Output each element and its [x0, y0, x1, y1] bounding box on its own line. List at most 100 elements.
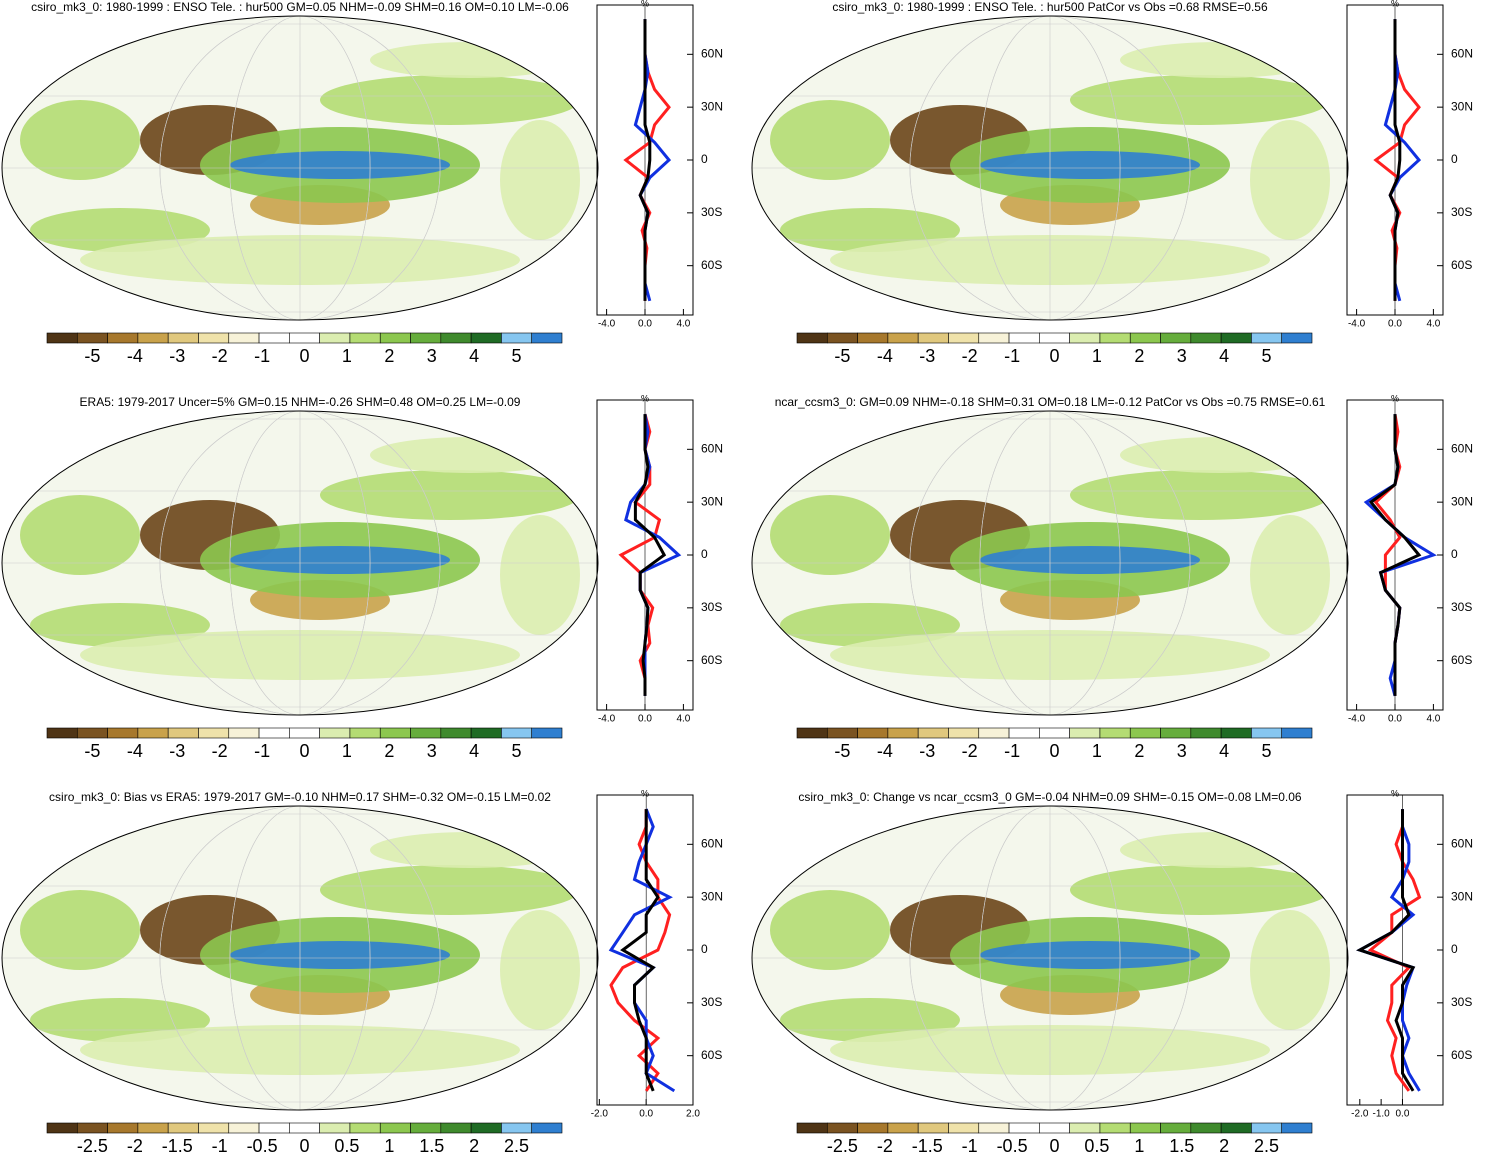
- colorbar-label: -2: [212, 741, 228, 761]
- colorbar-label: -1: [1004, 346, 1020, 366]
- map: [750, 10, 1350, 330]
- colorbar-box: [888, 1123, 918, 1133]
- colorbar-box: [1130, 333, 1160, 343]
- y-tick-label: 30S: [1451, 600, 1472, 614]
- colorbar-box: [411, 728, 441, 738]
- colorbar-box: [108, 1123, 138, 1133]
- colorbar-label: 0.5: [334, 1136, 359, 1156]
- colorbar-label: -5: [84, 346, 100, 366]
- colorbar-box: [441, 728, 471, 738]
- colorbar-label: -2.5: [827, 1136, 858, 1156]
- map-blob: [230, 941, 450, 969]
- map-blob: [1120, 832, 1320, 868]
- y-tick-label: 0: [701, 942, 708, 956]
- colorbar-label: 5: [1262, 346, 1272, 366]
- y-tick-label: 30S: [1451, 205, 1472, 219]
- y-tick-label: 30S: [1451, 995, 1472, 1009]
- colorbar-label: -3: [169, 346, 185, 366]
- colorbar-box: [827, 1123, 857, 1133]
- colorbar-box: [501, 1123, 531, 1133]
- panel-title: csiro_mk3_0: 1980-1999 : ENSO Tele. : hu…: [832, 0, 1268, 14]
- colorbar-box: [1009, 1123, 1039, 1133]
- colorbar-box: [1039, 1123, 1069, 1133]
- profile-line: [1371, 809, 1420, 1091]
- panel: csiro_mk3_0: Bias vs ERA5: 1979-2017 GM=…: [0, 788, 723, 1155]
- colorbar-label: 3: [427, 346, 437, 366]
- colorbar-label: 2.5: [504, 1136, 529, 1156]
- colorbar-box: [1130, 728, 1160, 738]
- colorbar-box: [532, 333, 562, 343]
- colorbar-label: -1: [254, 346, 270, 366]
- colorbar-label: -5: [834, 346, 850, 366]
- colorbar-box: [198, 728, 228, 738]
- colorbar-box: [138, 1123, 168, 1133]
- y-tick-label: 0: [1451, 152, 1458, 166]
- colorbar-box: [797, 1123, 827, 1133]
- colorbar-box: [1221, 728, 1251, 738]
- colorbar-box: [168, 1123, 198, 1133]
- panel-title: ncar_ccsm3_0: GM=0.09 NHM=-0.18 SHM=0.31…: [775, 395, 1326, 409]
- colorbar-box: [138, 333, 168, 343]
- colorbar-label: -4: [127, 346, 143, 366]
- colorbar-label: -1: [254, 741, 270, 761]
- map-blob: [980, 151, 1200, 179]
- map-blob: [370, 42, 570, 78]
- colorbar-label: 5: [512, 346, 522, 366]
- colorbar-box: [1100, 1123, 1130, 1133]
- colorbar-label: 4: [1219, 741, 1229, 761]
- y-tick-label: 30N: [1451, 99, 1473, 113]
- panel-title: csiro_mk3_0: Change vs ncar_ccsm3_0 GM=-…: [798, 790, 1302, 804]
- map-blob: [1070, 75, 1330, 125]
- colorbar-label: 0: [1049, 741, 1059, 761]
- y-tick-label: 30S: [701, 600, 722, 614]
- colorbar-box: [77, 333, 107, 343]
- colorbar-box: [532, 1123, 562, 1133]
- y-tick-label: 0: [1451, 942, 1458, 956]
- colorbar-box: [1070, 333, 1100, 343]
- colorbar-label: 4: [1219, 346, 1229, 366]
- colorbar-box: [1070, 1123, 1100, 1133]
- colorbar-box: [320, 333, 350, 343]
- colorbar-box: [1100, 728, 1130, 738]
- colorbar-label: 0: [1049, 1136, 1059, 1156]
- x-tick-label: -4.0: [598, 714, 616, 725]
- colorbar-box: [350, 1123, 380, 1133]
- colorbar-box: [797, 728, 827, 738]
- colorbar-box: [501, 728, 531, 738]
- colorbar-label: 5: [512, 741, 522, 761]
- colorbar-label: 0: [299, 741, 309, 761]
- map-blob: [1070, 470, 1330, 520]
- colorbar-box: [827, 728, 857, 738]
- map-blob: [370, 437, 570, 473]
- colorbar-box: [1251, 728, 1281, 738]
- map-blob: [1250, 515, 1330, 635]
- colorbar-box: [1161, 1123, 1191, 1133]
- colorbar-box: [948, 1123, 978, 1133]
- map-blob: [1070, 865, 1330, 915]
- colorbar-label: -0.5: [997, 1136, 1028, 1156]
- colorbar-label: -1: [1004, 741, 1020, 761]
- colorbar-box: [1161, 728, 1191, 738]
- colorbar-box: [858, 728, 888, 738]
- x-tick-label: 0.0: [1388, 714, 1402, 725]
- colorbar-box: [198, 333, 228, 343]
- x-tick-label: 4.0: [676, 714, 690, 725]
- x-tick-label: -4.0: [1348, 319, 1366, 330]
- colorbar-label: -0.5: [247, 1136, 278, 1156]
- colorbar-box: [858, 333, 888, 343]
- map-blob: [370, 832, 570, 868]
- colorbar-label: 1.5: [1169, 1136, 1194, 1156]
- colorbar-box: [380, 333, 410, 343]
- colorbar-label: 1: [1134, 1136, 1144, 1156]
- colorbar-label: -1: [962, 1136, 978, 1156]
- colorbar-box: [1070, 728, 1100, 738]
- colorbar-label: 2: [1219, 1136, 1229, 1156]
- colorbar-box: [259, 333, 289, 343]
- profile-line: [635, 19, 669, 301]
- colorbar-label: 0: [299, 1136, 309, 1156]
- colorbar-label: 1: [1092, 741, 1102, 761]
- colorbar-box: [1221, 333, 1251, 343]
- panel-title: csiro_mk3_0: Bias vs ERA5: 1979-2017 GM=…: [49, 790, 551, 804]
- x-tick-label: -2.0: [591, 1109, 609, 1120]
- colorbar-box: [47, 728, 77, 738]
